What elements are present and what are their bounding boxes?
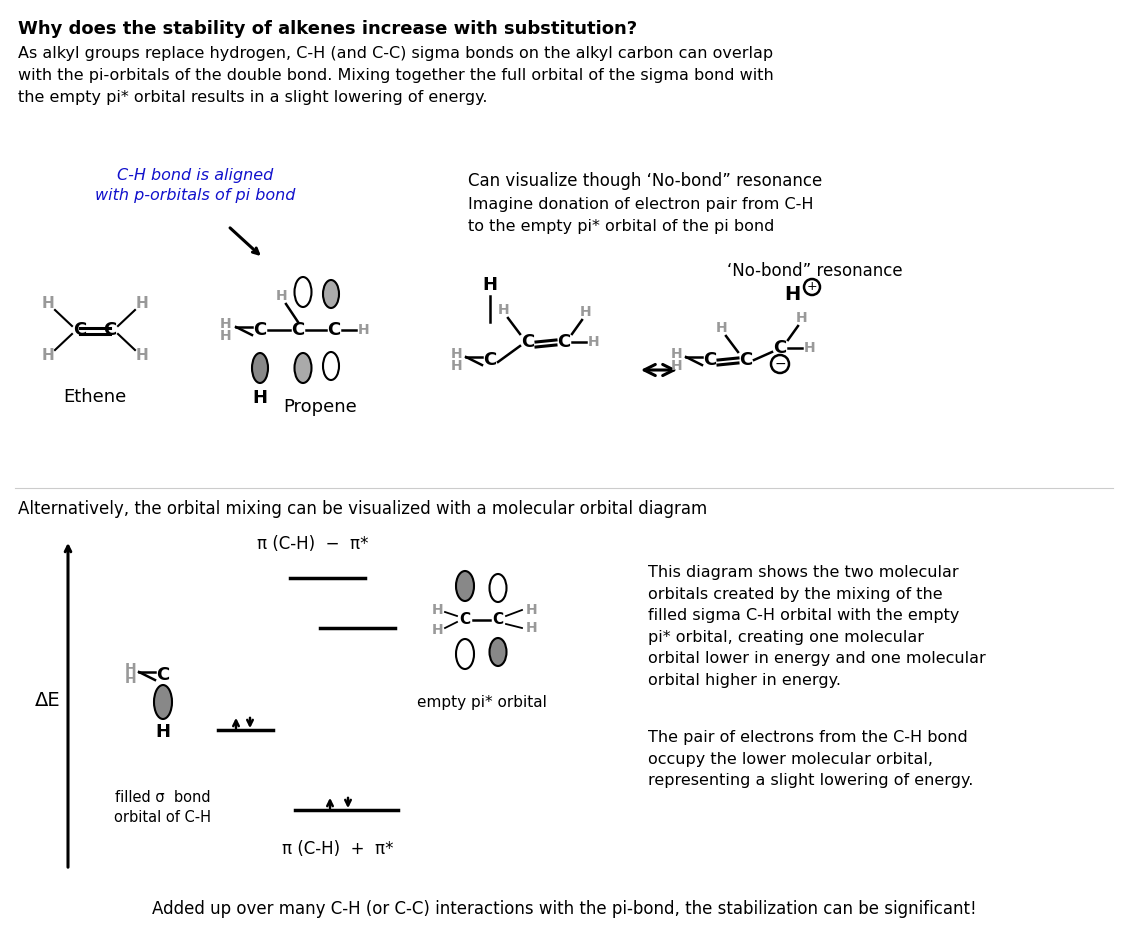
- Text: H: H: [483, 276, 497, 294]
- Text: filled σ  bond
orbital of C-H: filled σ bond orbital of C-H: [115, 790, 212, 825]
- Ellipse shape: [323, 280, 340, 308]
- Text: Can visualize though ‘No-bond” resonance: Can visualize though ‘No-bond” resonance: [468, 172, 822, 190]
- Ellipse shape: [490, 574, 506, 602]
- Text: C: C: [557, 333, 571, 351]
- Text: Imagine donation of electron pair from C-H
to the empty pi* orbital of the pi bo: Imagine donation of electron pair from C…: [468, 197, 813, 234]
- Text: ΔE: ΔE: [35, 691, 61, 709]
- Text: empty pi* orbital: empty pi* orbital: [417, 695, 547, 710]
- Text: This diagram shows the two molecular
orbitals created by the mixing of the
fille: This diagram shows the two molecular orb…: [647, 565, 986, 688]
- Text: H: H: [432, 603, 443, 617]
- Text: Why does the stability of alkenes increase with substitution?: Why does the stability of alkenes increa…: [18, 20, 637, 38]
- Text: H: H: [451, 359, 462, 373]
- Text: H: H: [359, 323, 370, 337]
- Text: +: +: [807, 281, 818, 294]
- Text: C: C: [157, 666, 169, 684]
- Text: The pair of electrons from the C-H bond
occupy the lower molecular orbital,
repr: The pair of electrons from the C-H bond …: [647, 730, 973, 788]
- Text: C: C: [459, 612, 470, 627]
- Text: H: H: [125, 662, 136, 676]
- Text: H: H: [784, 285, 800, 304]
- Text: C: C: [73, 321, 87, 339]
- Text: ‘No-bond” resonance: ‘No-bond” resonance: [728, 262, 902, 280]
- Text: π (C-H)  +  π*: π (C-H) + π*: [282, 840, 394, 858]
- Text: C: C: [739, 351, 752, 369]
- Text: −: −: [774, 357, 786, 371]
- Text: H: H: [580, 305, 592, 319]
- Text: C: C: [104, 321, 116, 339]
- Text: C-H bond is aligned
with p-orbitals of pi bond: C-H bond is aligned with p-orbitals of p…: [95, 168, 296, 203]
- Ellipse shape: [252, 353, 268, 383]
- Text: Alternatively, the orbital mixing can be visualized with a molecular orbital dia: Alternatively, the orbital mixing can be…: [18, 500, 707, 518]
- Text: H: H: [220, 329, 232, 343]
- Text: H: H: [135, 349, 149, 363]
- Text: H: H: [499, 303, 510, 317]
- Text: H: H: [671, 347, 682, 361]
- Text: H: H: [42, 296, 54, 311]
- Text: Propene: Propene: [283, 398, 356, 416]
- Text: C: C: [493, 612, 503, 627]
- Ellipse shape: [155, 685, 171, 719]
- Text: π (C-H)  −  π*: π (C-H) − π*: [257, 535, 369, 553]
- Text: H: H: [156, 723, 170, 741]
- Text: H: H: [220, 317, 232, 331]
- Text: C: C: [704, 351, 716, 369]
- Text: H: H: [451, 347, 462, 361]
- Text: H: H: [432, 623, 443, 637]
- Text: As alkyl groups replace hydrogen, C-H (and C-C) sigma bonds on the alkyl carbon : As alkyl groups replace hydrogen, C-H (a…: [18, 46, 774, 105]
- Text: C: C: [484, 351, 496, 369]
- Text: H: H: [135, 296, 149, 311]
- Text: H: H: [671, 359, 682, 373]
- Text: H: H: [588, 335, 600, 349]
- Text: C: C: [327, 321, 341, 339]
- Ellipse shape: [294, 353, 311, 383]
- Text: H: H: [276, 289, 288, 303]
- Text: H: H: [804, 341, 816, 355]
- Ellipse shape: [323, 352, 340, 380]
- Ellipse shape: [490, 638, 506, 666]
- Text: C: C: [291, 321, 305, 339]
- Text: H: H: [526, 603, 538, 617]
- Text: C: C: [254, 321, 266, 339]
- Text: H: H: [716, 321, 728, 335]
- Text: H: H: [253, 389, 267, 407]
- Text: H: H: [526, 621, 538, 635]
- Ellipse shape: [456, 571, 474, 601]
- Text: C: C: [521, 333, 535, 351]
- Text: H: H: [42, 349, 54, 363]
- Ellipse shape: [456, 639, 474, 669]
- Text: Added up over many C-H (or C-C) interactions with the pi-bond, the stabilization: Added up over many C-H (or C-C) interact…: [151, 900, 977, 918]
- Text: H: H: [796, 311, 808, 325]
- Text: Ethene: Ethene: [63, 388, 126, 406]
- Text: C: C: [774, 339, 786, 357]
- Ellipse shape: [294, 277, 311, 307]
- Text: H: H: [125, 672, 136, 686]
